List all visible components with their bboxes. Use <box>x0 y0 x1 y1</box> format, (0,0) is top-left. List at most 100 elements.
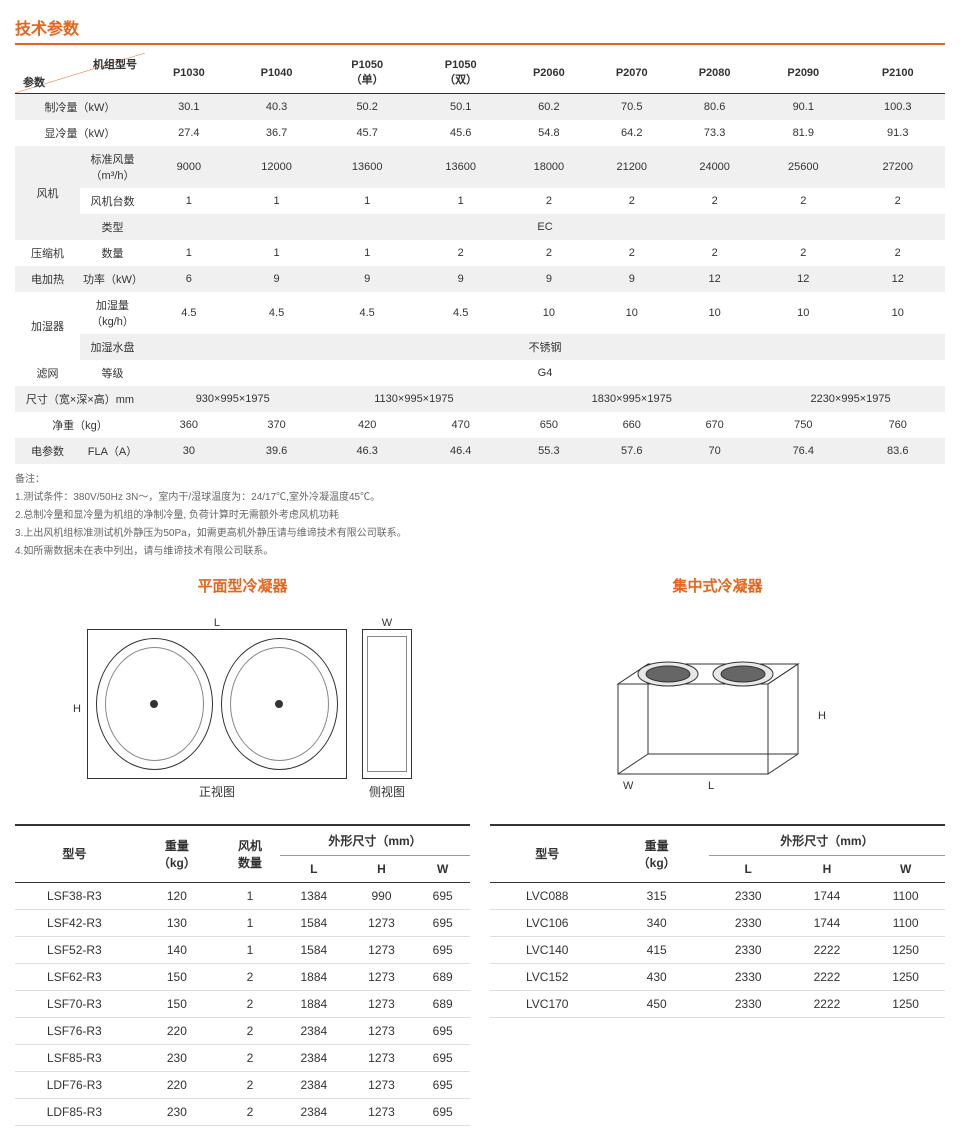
cell-value: 650 <box>507 412 590 438</box>
cell-value: 1584 <box>280 909 348 936</box>
cell-value: 2 <box>756 188 850 214</box>
cell-value: LVC152 <box>490 963 605 990</box>
row-label: 滤网 <box>15 360 80 386</box>
cell-value: 2330 <box>709 909 788 936</box>
row-sublabel: 风机台数 <box>80 188 145 214</box>
cell-value: 1273 <box>348 1071 416 1098</box>
cell-value: 1273 <box>348 990 416 1017</box>
cell-value: 2 <box>756 240 850 266</box>
cell-value: LVC088 <box>490 882 605 909</box>
svg-text:W: W <box>623 780 634 792</box>
cell-value: 670 <box>673 412 756 438</box>
row-sublabel: 加湿量 （kg/h） <box>80 292 145 334</box>
condenser-3d-diagram: H L W <box>588 624 848 794</box>
model-header: P2060 <box>507 53 590 93</box>
cell-value: 1 <box>320 240 414 266</box>
svg-text:L: L <box>708 780 714 792</box>
cell-value: 1830×995×1975 <box>507 386 756 412</box>
cell-value: 1250 <box>866 963 945 990</box>
cell-value: 24000 <box>673 146 756 188</box>
cell-value: 2230×995×1975 <box>756 386 945 412</box>
cell-value: 40.3 <box>233 93 321 120</box>
cell-value: 12 <box>850 266 945 292</box>
cell-value: EC <box>145 214 945 240</box>
cell-value: 420 <box>320 412 414 438</box>
cell-value: 2 <box>673 188 756 214</box>
flat-condenser-block: 平面型冷凝器 H L 正视图 W 侧视 <box>15 575 470 1126</box>
col-dims: 外形尺寸（mm） <box>280 825 470 856</box>
col-l: L <box>709 855 788 882</box>
row-label: 加湿器 <box>15 292 80 360</box>
row-label: 电加热 <box>15 266 80 292</box>
cell-value: 50.2 <box>320 93 414 120</box>
cell-value: 2 <box>590 188 673 214</box>
cell-value: 9 <box>590 266 673 292</box>
table-row: LSF62-R3150218841273689 <box>15 963 470 990</box>
row-sublabel: 类型 <box>80 214 145 240</box>
table-row: 风机标准风量 （m³/h）900012000136001360018000212… <box>15 146 945 188</box>
cell-value: 10 <box>673 292 756 334</box>
cell-value: 430 <box>605 963 709 990</box>
cell-value: 21200 <box>590 146 673 188</box>
cell-value: 4.5 <box>233 292 321 334</box>
cell-value: 1273 <box>348 936 416 963</box>
cell-value: 130 <box>134 909 220 936</box>
cell-value: 2 <box>220 1098 280 1125</box>
model-header: P2090 <box>756 53 850 93</box>
cell-value: 13600 <box>320 146 414 188</box>
cell-value: 1273 <box>348 1098 416 1125</box>
cell-value: LSF85-R3 <box>15 1044 134 1071</box>
model-header: P2100 <box>850 53 945 93</box>
cell-value: G4 <box>145 360 945 386</box>
col-model: 型号 <box>15 825 134 883</box>
cell-value: 695 <box>415 909 470 936</box>
row-label: 显冷量（kW） <box>15 120 145 146</box>
cell-value: 2 <box>220 963 280 990</box>
cell-value: 10 <box>850 292 945 334</box>
svg-text:H: H <box>818 710 826 722</box>
table-row: LVC152430233022221250 <box>490 963 945 990</box>
cell-value: 1 <box>220 936 280 963</box>
table-row: 制冷量（kW）30.140.350.250.160.270.580.690.11… <box>15 93 945 120</box>
cell-value: 1 <box>145 188 233 214</box>
cell-value: 46.4 <box>414 438 508 464</box>
model-header: P2080 <box>673 53 756 93</box>
cell-value: 930×995×1975 <box>145 386 320 412</box>
cell-value: LDF85-R3 <box>15 1098 134 1125</box>
cell-value: 13600 <box>414 146 508 188</box>
cell-value: 10 <box>756 292 850 334</box>
cell-value: 6 <box>145 266 233 292</box>
flat-table-body: LSF38-R312011384990695LSF42-R31301158412… <box>15 882 470 1125</box>
cell-value: 1250 <box>866 990 945 1017</box>
table-row: LSF76-R3220223841273695 <box>15 1017 470 1044</box>
cell-value: 2384 <box>280 1017 348 1044</box>
fan-icon <box>221 638 338 770</box>
table-row: LSF42-R3130115841273695 <box>15 909 470 936</box>
cell-value: 2330 <box>709 936 788 963</box>
cell-value: 1744 <box>788 909 867 936</box>
fan-side-diagram <box>362 629 412 779</box>
cell-value: 81.9 <box>756 120 850 146</box>
table-row: 加湿器加湿量 （kg/h）4.54.54.54.51010101010 <box>15 292 945 334</box>
cell-value: 12000 <box>233 146 321 188</box>
cell-value: 45.6 <box>414 120 508 146</box>
table-row: 风机台数111122222 <box>15 188 945 214</box>
cell-value: 25600 <box>756 146 850 188</box>
table-row: 压缩机数量111222222 <box>15 240 945 266</box>
cell-value: LSF70-R3 <box>15 990 134 1017</box>
cell-value: 2 <box>414 240 508 266</box>
cell-value: 60.2 <box>507 93 590 120</box>
note-line: 1.测试条件：380V/50Hz 3N～，室内干/湿球温度为：24/17℃,室外… <box>15 490 945 506</box>
fan-icon <box>96 638 213 770</box>
table-row: LVC106340233017441100 <box>490 909 945 936</box>
cell-value: 750 <box>756 412 850 438</box>
cell-value: 12 <box>756 266 850 292</box>
cell-value: 695 <box>415 1017 470 1044</box>
cell-value: 660 <box>590 412 673 438</box>
cell-value: 4.5 <box>145 292 233 334</box>
cell-value: LVC106 <box>490 909 605 936</box>
central-condenser-block: 集中式冷凝器 H <box>490 575 945 1126</box>
cell-value: 64.2 <box>590 120 673 146</box>
cell-value: 1273 <box>348 909 416 936</box>
cell-value: 54.8 <box>507 120 590 146</box>
